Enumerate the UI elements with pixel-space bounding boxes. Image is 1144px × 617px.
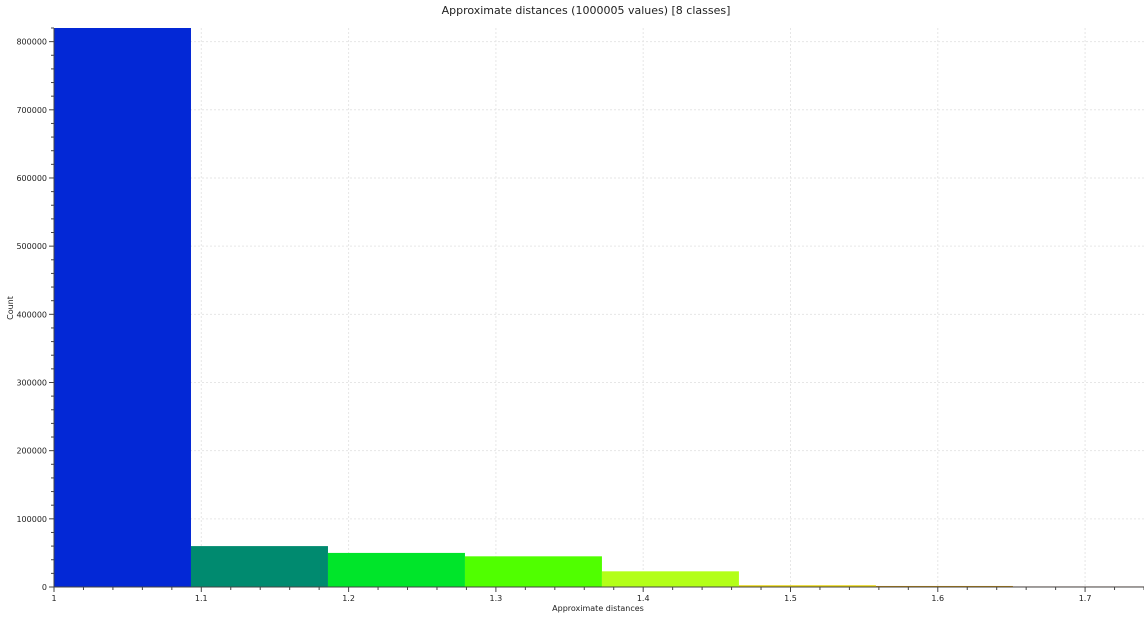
x-tick-label-5: 1.5 bbox=[784, 594, 797, 603]
x-tick-label-0: 1 bbox=[51, 594, 56, 603]
y-tick-label-2: 200000 bbox=[16, 447, 47, 456]
y-tick-label-7: 700000 bbox=[16, 106, 47, 115]
histogram-bar-5 bbox=[738, 585, 876, 587]
histogram-bar-1 bbox=[190, 546, 328, 587]
x-tick-label-2: 1.2 bbox=[342, 594, 355, 603]
y-ticks: 0 100000 200000 300000 400000 500000 600000 700… bbox=[16, 27, 54, 592]
axes bbox=[53, 28, 1144, 588]
grid bbox=[53, 28, 1144, 588]
x-tick-label-1: 1.1 bbox=[195, 594, 208, 603]
y-axis-label: Count bbox=[6, 296, 15, 320]
x-tick-label-4: 1.4 bbox=[637, 594, 650, 603]
y-tick-label-3: 300000 bbox=[16, 378, 47, 387]
x-tick-label-6: 1.6 bbox=[931, 594, 944, 603]
histogram-bar-6 bbox=[875, 585, 1013, 587]
chart-title: Approximate distances (1000005 values) [… bbox=[442, 4, 731, 17]
bars bbox=[54, 28, 1144, 587]
histogram-bar-3 bbox=[464, 556, 602, 587]
y-tick-label-0: 0 bbox=[42, 583, 47, 592]
y-tick-label-4: 400000 bbox=[16, 310, 47, 319]
histogram-bar-0 bbox=[54, 28, 191, 587]
x-axis-label: Approximate distances bbox=[552, 604, 644, 613]
histogram-bar-4 bbox=[601, 571, 739, 587]
x-ticks: 1 1.1 1.2 1.3 1.4 1.5 1.6 1.7 bbox=[51, 587, 1144, 603]
y-tick-label-6: 600000 bbox=[16, 174, 47, 183]
histogram-bar-2 bbox=[327, 552, 465, 587]
x-tick-label-3: 1.3 bbox=[490, 594, 503, 603]
x-tick-label-7: 1.7 bbox=[1079, 594, 1092, 603]
y-tick-label-8: 800000 bbox=[16, 38, 47, 47]
y-tick-label-5: 500000 bbox=[16, 242, 47, 251]
y-tick-label-1: 100000 bbox=[16, 515, 47, 524]
